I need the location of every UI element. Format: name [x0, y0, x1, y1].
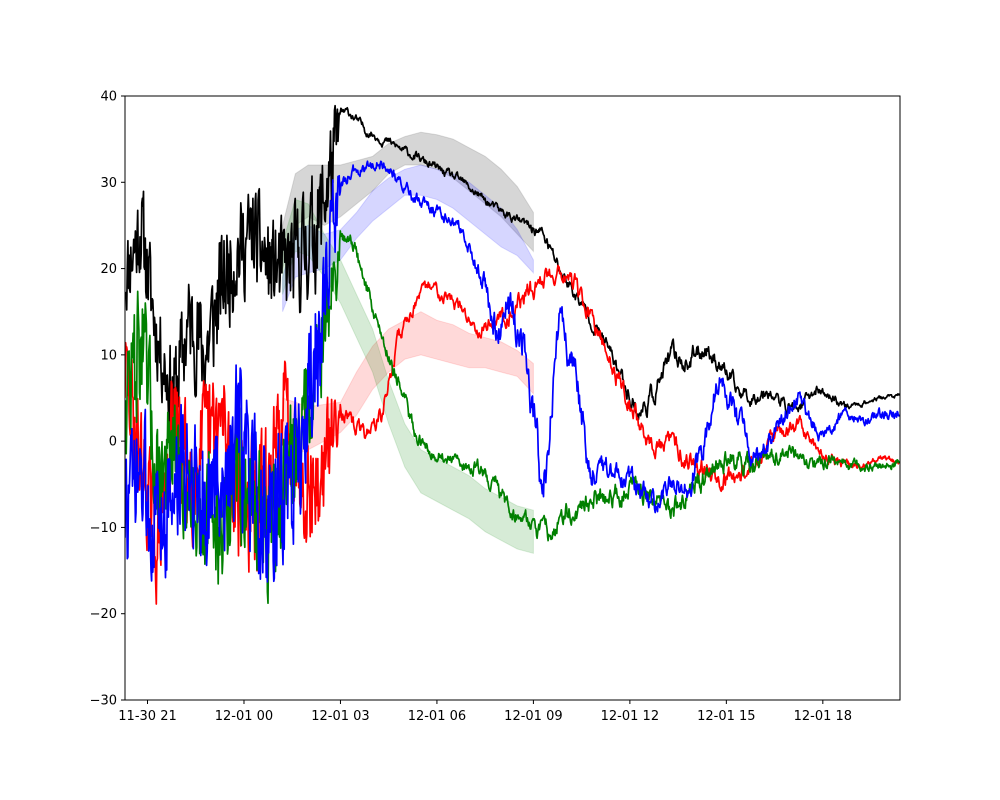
y-tick-label: 40	[100, 90, 117, 105]
band-green	[282, 198, 534, 554]
x-tick-label: 12-01 06	[408, 709, 466, 724]
y-tick-label: 20	[100, 262, 117, 277]
y-tick-label: 0	[109, 435, 117, 450]
y-tick-label: −30	[90, 694, 117, 709]
x-tick-label: 12-01 15	[697, 709, 755, 724]
band-black	[282, 131, 534, 269]
y-axis: −30 −20 −10 0 10 20 30 40	[90, 90, 125, 709]
x-tick-label: 11-30 21	[118, 709, 176, 724]
y-tick-label: −10	[90, 521, 117, 536]
data-series	[125, 104, 900, 605]
band-blue	[282, 164, 534, 312]
x-axis: 11-30 21 12-01 00 12-01 03 12-01 06 12-01 09…	[118, 700, 852, 724]
series-blue	[125, 160, 900, 583]
plot-area-frame	[124, 95, 901, 701]
x-tick-label: 12-01 00	[215, 709, 273, 724]
y-tick-label: 30	[100, 176, 117, 191]
x-tick-label: 12-01 12	[601, 709, 659, 724]
x-tick-label: 12-01 18	[794, 709, 852, 724]
x-tick-label: 12-01 09	[504, 709, 562, 724]
x-tick-label: 12-01 03	[311, 709, 369, 724]
y-tick-label: 10	[100, 348, 117, 363]
series-black	[125, 104, 900, 431]
y-tick-label: −20	[90, 607, 117, 622]
